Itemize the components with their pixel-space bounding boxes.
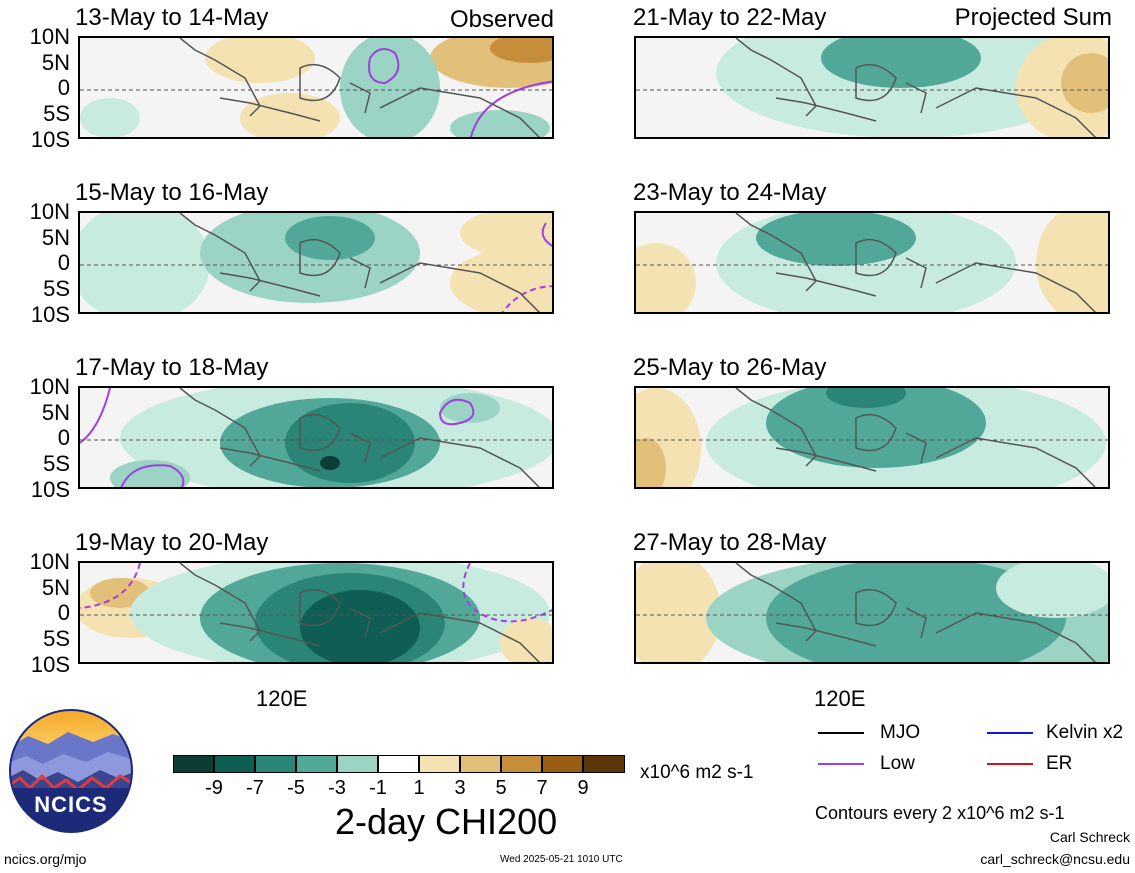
colorbar-tick: -9 <box>205 777 223 799</box>
anomaly-map <box>636 388 1108 487</box>
logo-icon <box>9 709 133 833</box>
colorbar-tick: 1 <box>413 777 425 799</box>
lat-label: 5N <box>41 50 70 75</box>
footer-timestamp: Wed 2025-05-21 1010 UTC <box>500 854 623 865</box>
anomaly-map <box>80 563 552 662</box>
colorbar-swatch <box>255 755 296 773</box>
legend-label-mjo: MJO <box>880 722 921 743</box>
colorbar-tick: -1 <box>369 777 387 799</box>
legend-label-kelvin: Kelvin x2 <box>1046 722 1124 743</box>
logo-text: NCICS <box>34 792 108 817</box>
lat-label: 5S <box>43 626 70 651</box>
lon-label-left: 120E <box>256 686 308 711</box>
map-panel <box>78 36 554 139</box>
map-panel <box>78 386 554 489</box>
lon-label-right: 120E <box>814 686 866 711</box>
panel-title: 27-May to 28-May <box>633 529 827 556</box>
colorbar-swatch <box>214 755 255 773</box>
lat-label: 10S <box>30 477 70 502</box>
colorbar-swatch <box>296 755 337 773</box>
colorbar-swatch <box>378 755 419 773</box>
anomaly-map <box>80 38 552 137</box>
colorbar-title: 2-day CHI200 <box>335 801 558 842</box>
lat-label: 5S <box>43 276 70 301</box>
panel-title: 13-May to 14-May <box>75 4 269 31</box>
footer-site: ncics.org/mjo <box>4 851 87 867</box>
anomaly-map <box>80 213 552 312</box>
panel-title: 23-May to 24-May <box>633 179 827 206</box>
footer-author: Carl Schreck <box>1049 829 1130 845</box>
colorbar-tick: -3 <box>328 777 346 799</box>
panel-title: 15-May to 16-May <box>75 179 269 206</box>
panel-title: 25-May to 26-May <box>633 354 827 381</box>
colorbar-swatch <box>460 755 501 773</box>
legend-swatch-kelvin <box>987 732 1033 734</box>
lat-label: 0 <box>57 250 70 275</box>
lat-label: 5N <box>41 400 70 425</box>
colorbar-tick: 3 <box>454 777 466 799</box>
ncics-logo: NCICS <box>8 708 134 834</box>
map-panel <box>634 36 1110 139</box>
panel-title: 21-May to 22-May <box>633 4 827 31</box>
footer-email: carl_schreck@ncsu.edu <box>980 851 1130 867</box>
lat-label: 10S <box>30 652 70 677</box>
colorbar-tick: 7 <box>536 777 548 799</box>
lat-label: 10N <box>29 199 70 224</box>
colorbar-tick: 9 <box>577 777 589 799</box>
anomaly-map <box>636 563 1108 662</box>
colorbar-swatch <box>337 755 378 773</box>
legend-swatch-low <box>818 763 864 765</box>
lat-label: 5N <box>41 225 70 250</box>
lat-label: 5N <box>41 575 70 600</box>
lat-label: 5S <box>43 451 70 476</box>
panel-tag-observed: Observed <box>449 6 554 33</box>
legend-label-er: ER <box>1046 753 1073 774</box>
legend-label-low: Low <box>880 753 915 774</box>
colorbar-tick: 5 <box>495 777 507 799</box>
lat-label: 0 <box>57 425 70 450</box>
map-panel <box>634 211 1110 314</box>
anomaly-map <box>636 213 1108 312</box>
anomaly-map <box>636 38 1108 137</box>
lat-label: 0 <box>57 75 70 100</box>
colorbar-tick: -5 <box>287 777 305 799</box>
colorbar-swatch <box>173 755 214 773</box>
lat-label: 10S <box>30 302 70 327</box>
lat-label: 10N <box>29 549 70 574</box>
panel-tag-projected: Projected Sum <box>954 4 1112 31</box>
colorbar-swatch <box>419 755 460 773</box>
colorbar-swatch <box>501 755 542 773</box>
colorbar-swatch <box>542 755 583 773</box>
map-panel <box>634 561 1110 664</box>
legend-swatch-mjo <box>818 732 864 734</box>
lat-label: 10S <box>30 127 70 152</box>
map-panel <box>634 386 1110 489</box>
panel-title: 17-May to 18-May <box>75 354 269 381</box>
lat-label: 10N <box>29 374 70 399</box>
anomaly-map <box>80 388 552 487</box>
lat-label: 5S <box>43 101 70 126</box>
colorbar-tick: -7 <box>246 777 264 799</box>
panel-title: 19-May to 20-May <box>75 529 269 556</box>
map-panel <box>78 561 554 664</box>
legend-swatch-er <box>987 763 1033 765</box>
lat-label: 0 <box>57 600 70 625</box>
colorbar-swatch <box>583 755 625 773</box>
lat-label: 10N <box>29 24 70 49</box>
colorbar-units: x10^6 m2 s-1 <box>640 762 754 783</box>
map-panel <box>78 211 554 314</box>
contours-note: Contours every 2 x10^6 m2 s-1 <box>815 803 1065 823</box>
